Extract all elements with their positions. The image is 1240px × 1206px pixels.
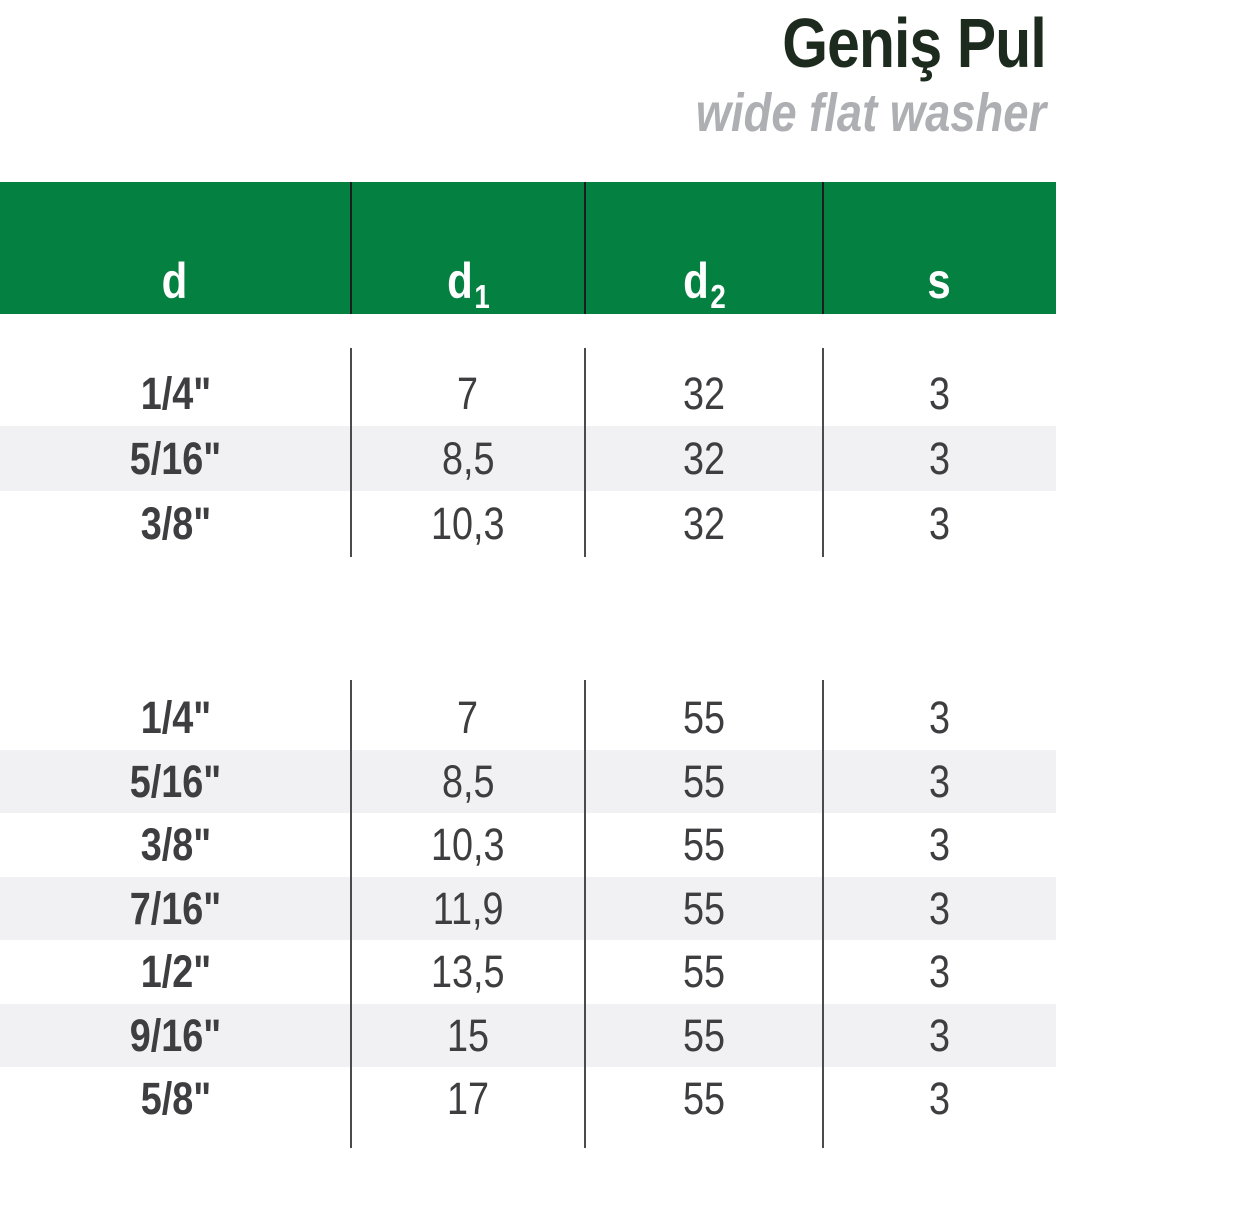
table-row: 9/16" 15 55 3 [0, 1003, 1056, 1067]
cell-s: 3 [928, 946, 951, 998]
cell-d1: 10,3 [431, 819, 505, 871]
column-header-d2: d2 [682, 253, 726, 315]
rows-container: 1/4" 7 55 3 5/16" 8,5 55 3 3/8" 10,3 55 3 7/16" 11,9 5… [0, 680, 1056, 1131]
table-section-d2-32: 1/4" 7 32 3 5/16" 8,5 32 3 3/8" 10,3 32 3 [0, 348, 1056, 557]
cell-d: 9/16" [129, 1009, 222, 1061]
table-header-row: d d1 d2 s [0, 182, 1056, 314]
cell-d: 3/8" [140, 819, 211, 871]
cell-s: 3 [928, 1009, 951, 1061]
column-header-s: s [926, 253, 951, 309]
cell-s: 3 [928, 882, 951, 934]
table-row: 1/4" 7 32 3 [0, 361, 1056, 426]
cell-d: 7/16" [129, 882, 222, 934]
cell-d2: 55 [682, 692, 726, 744]
header-column-divider [822, 182, 824, 314]
cell-d1: 17 [446, 1073, 490, 1125]
cell-d2: 55 [682, 1009, 726, 1061]
table-row: 1/2" 13,5 55 3 [0, 940, 1056, 1004]
cell-s: 3 [928, 498, 951, 549]
cell-d: 5/16" [129, 433, 222, 484]
cell-s: 3 [928, 692, 951, 744]
cell-s: 3 [928, 433, 951, 484]
cell-s: 3 [928, 819, 951, 871]
cell-d1: 13,5 [431, 946, 505, 998]
body-column-divider [350, 680, 352, 1148]
cell-d: 1/4" [140, 692, 211, 744]
cell-d1: 8,5 [441, 433, 495, 484]
header-column-divider [350, 182, 352, 314]
body-column-divider [822, 680, 824, 1148]
table-row: 7/16" 11,9 55 3 [0, 876, 1056, 940]
cell-d2: 55 [682, 946, 726, 998]
page-subtitle: wide flat washer [695, 83, 1046, 143]
body-column-divider [822, 348, 824, 557]
cell-d: 1/2" [140, 946, 211, 998]
cell-d2: 32 [682, 433, 726, 484]
cell-d: 1/4" [140, 368, 211, 419]
rows-container: 1/4" 7 32 3 5/16" 8,5 32 3 3/8" 10,3 32 3 [0, 348, 1056, 556]
cell-d2: 55 [682, 1073, 726, 1125]
body-column-divider [584, 348, 586, 557]
column-header-d: d [161, 253, 188, 309]
cell-d: 5/16" [129, 755, 222, 807]
cell-s: 3 [928, 1073, 951, 1125]
cell-d2: 55 [682, 882, 726, 934]
table-row: 5/16" 8,5 32 3 [0, 426, 1056, 491]
table-row: 3/8" 10,3 55 3 [0, 813, 1056, 877]
cell-d2: 55 [682, 755, 726, 807]
table-row: 5/8" 17 55 3 [0, 1067, 1056, 1131]
cell-d: 3/8" [140, 498, 211, 549]
cell-d1: 15 [446, 1009, 490, 1061]
body-column-divider [350, 348, 352, 557]
cell-d1: 8,5 [441, 755, 495, 807]
cell-d: 5/8" [140, 1073, 211, 1125]
cell-d2: 32 [682, 368, 726, 419]
cell-d1: 7 [457, 368, 479, 419]
cell-s: 3 [928, 755, 951, 807]
cell-d2: 32 [682, 498, 726, 549]
cell-d1: 7 [457, 692, 479, 744]
cell-d2: 55 [682, 819, 726, 871]
cell-d1: 10,3 [431, 498, 505, 549]
table-row: 5/16" 8,5 55 3 [0, 749, 1056, 813]
column-header-d1: d1 [446, 253, 490, 315]
title-block: Geniş Pul wide flat washer [629, 4, 1047, 143]
body-column-divider [584, 680, 586, 1148]
table-row: 3/8" 10,3 32 3 [0, 491, 1056, 556]
page-title: Geniş Pul [782, 4, 1046, 82]
cell-s: 3 [928, 368, 951, 419]
cell-d1: 11,9 [432, 882, 504, 934]
table-section-d2-55: 1/4" 7 55 3 5/16" 8,5 55 3 3/8" 10,3 55 3 7/16" 11,9 5… [0, 680, 1056, 1148]
table-row: 1/4" 7 55 3 [0, 686, 1056, 750]
header-column-divider [584, 182, 586, 314]
